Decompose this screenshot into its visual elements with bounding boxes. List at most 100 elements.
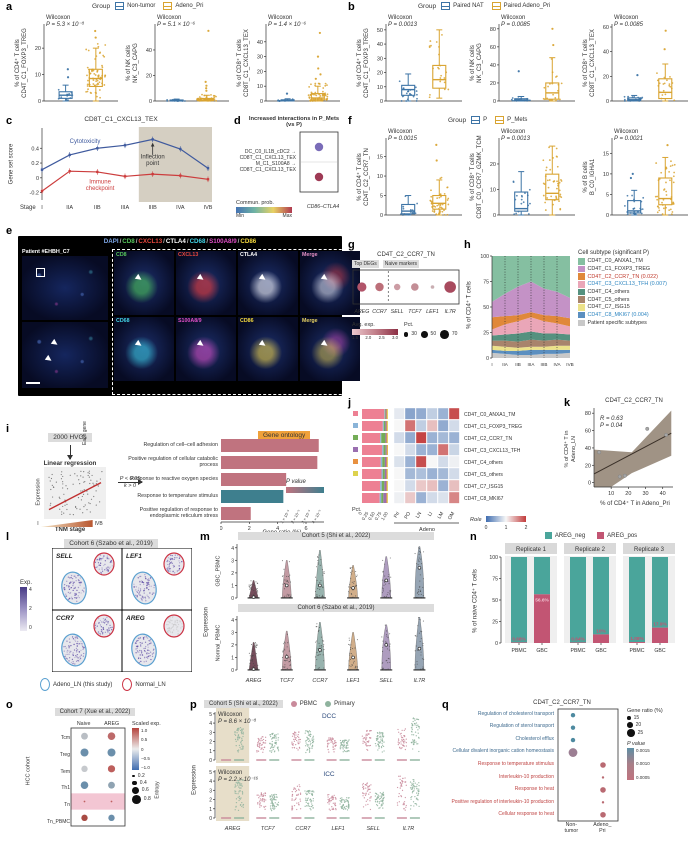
marker-CXCL13: CXCL13 xyxy=(138,238,163,245)
panel-l-umap-grid: SELL LEF1 CCR7 AREG xyxy=(52,548,192,672)
legend-text: P_Mets xyxy=(507,117,528,123)
boxplot-b3: % of CD8⁺ T cells CD8T_C1_CXCL13_TEX Wil… xyxy=(582,15,689,111)
panel-k: k CD4T_C2_CCR7_TN % of CD4⁺ T in Adeno_L… xyxy=(564,398,692,540)
panel-h-ylabel: % of CD4⁺ T cells xyxy=(466,281,473,329)
panel-q-dot-plot xyxy=(557,708,619,822)
panel-h: h % of CD4⁺ T cells 0 25 50 75 100 I IIA IIB III… xyxy=(464,240,692,398)
svg-text:5: 5 xyxy=(209,770,212,776)
down-arrow-icon xyxy=(66,445,73,460)
marker-S100A8/9: S100A8/9 xyxy=(209,238,237,245)
pvalue-ticks-item-2: 0.0005 xyxy=(636,774,650,780)
marker-CTLA4: CTLA4 xyxy=(165,238,186,245)
svg-text:GBC: GBC xyxy=(654,648,665,654)
panel-a-label: a xyxy=(6,1,13,13)
tnm-start: I xyxy=(37,520,39,527)
arrowhead-icon xyxy=(320,339,330,349)
boxplot-b1-svg: 0 10 20 30 40 50 xyxy=(377,24,462,105)
tnm-end: IVB xyxy=(94,520,103,527)
svg-text:LN: LN xyxy=(415,511,424,520)
svg-text:CCR7: CCR7 xyxy=(56,615,74,622)
svg-text:15: 15 xyxy=(603,151,609,157)
panel-m-row2-label: Normal_PBMC xyxy=(215,624,222,662)
svg-text:CD4T_C8_MKI67: CD4T_C8_MKI67 xyxy=(464,496,504,502)
panel-a: a Group Non-tumor Adeno_Pri % of CD4⁺ T c… xyxy=(6,2,344,114)
entropy-items-item-0: 0.2 xyxy=(132,773,151,779)
panel-a-group-legend: Group Non-tumor Adeno_Pri xyxy=(92,2,203,10)
commun-prob-gradient xyxy=(236,207,292,213)
boxplot-a1: % of CD4⁺ T cells CD4T_C1_FOXP3_TREG Wil… xyxy=(14,15,119,111)
svg-text:IIB: IIB xyxy=(515,362,521,367)
arrowhead-icon xyxy=(258,273,268,283)
svg-text:30: 30 xyxy=(257,55,263,61)
panel-o-row-labels-2: Tem xyxy=(60,768,70,775)
panel-g-group1: Top DEGs xyxy=(352,260,379,268)
entropy-items-item-3: 0.8 xyxy=(132,794,151,804)
micro-tile-label: CD86 xyxy=(240,318,254,324)
panel-q-legends: Gene ratio (%) 15 20 25 P value 0.0015 0.00… xyxy=(627,708,663,834)
legend-text: CD4T_C1_FOXP3_TREG xyxy=(587,265,651,272)
boxplot-f2-stats: Wilcoxon P = 0.0013 xyxy=(501,129,530,142)
svg-text:1: 1 xyxy=(505,525,508,531)
umap-tile-SELL: SELL xyxy=(52,548,122,610)
umap-tile-LEF1: LEF1 xyxy=(122,548,192,610)
svg-text:TCF7: TCF7 xyxy=(280,678,295,684)
legend-text: AREG_neg xyxy=(554,532,586,539)
panel-o-row-labels-4: Tn xyxy=(64,802,70,809)
boxplot-f3-ylabel: % of B cells B_C0_IGHA1 xyxy=(582,158,596,196)
micro-tile-label: CXCL13 xyxy=(178,252,199,258)
size-dot-icon xyxy=(132,794,141,804)
boxplot-a3: % of CD8⁺ T cells CD8T_C1_CXCL13_TEX Wil… xyxy=(236,15,341,111)
arrowhead-icon xyxy=(258,339,268,349)
svg-text:40: 40 xyxy=(660,491,666,497)
svg-text:LI: LI xyxy=(427,511,434,518)
panel-q-terms-5: Interleukin-10 production xyxy=(498,773,554,780)
svg-text:10: 10 xyxy=(377,174,383,180)
svg-text:20: 20 xyxy=(377,71,383,77)
boxplot-b1: % of CD4⁺ T cells CD4T_C1_FOXP3_TREG Wil… xyxy=(356,15,463,111)
svg-text:0: 0 xyxy=(209,758,212,764)
svg-text:PBMC: PBMC xyxy=(630,648,645,654)
micro-tile-CD68: CD68 xyxy=(114,317,174,381)
boxplot-f1-stats: Wilcoxon P = 0.0015 xyxy=(388,129,417,142)
each-gene-label: Each gene xyxy=(82,421,88,445)
size-dot-icon xyxy=(627,716,631,720)
expression-ylabel: Expression xyxy=(35,478,42,506)
panel-j: j CD4T_C0_ANXA1_TM CD4T_C1_FOXP3_TREG CD4T… xyxy=(348,398,562,540)
svg-text:4: 4 xyxy=(231,618,234,624)
go-terms-4: Positive regulation of response to endop… xyxy=(139,506,218,519)
avg-exp-label: Avg. exp. xyxy=(352,322,375,328)
panel-h-legend-items-item-6: CD4T_C7_ISG15 xyxy=(578,304,690,311)
swatch-icon xyxy=(163,2,173,10)
umap-tile-AREG: AREG xyxy=(122,610,192,672)
panel-c-label: c xyxy=(6,115,13,127)
legend-text: AREG_pos xyxy=(607,532,638,539)
svg-text:0: 0 xyxy=(380,213,383,219)
svg-text:0.75: 0.75 xyxy=(374,511,383,522)
svg-text:30: 30 xyxy=(377,56,383,62)
svg-text:2: 2 xyxy=(209,798,212,804)
legend-text: CD4T_C7_ISG15 xyxy=(587,304,630,311)
svg-text:20: 20 xyxy=(257,69,263,75)
micro-tile-CD86: CD86 xyxy=(238,317,298,381)
pct-items-item-0: 30 xyxy=(404,331,417,337)
svg-text:10: 10 xyxy=(490,187,496,193)
swatch-icon xyxy=(122,678,133,691)
svg-text:5: 5 xyxy=(606,192,609,198)
panel-l-legend-item-0: Adeno_LN (this study) xyxy=(40,678,112,691)
commun-prob-min: Min xyxy=(236,213,245,219)
svg-text:DCC: DCC xyxy=(322,713,336,720)
svg-text:10: 10 xyxy=(608,491,614,497)
micro-tile-Merge: Merge xyxy=(300,317,360,381)
boxplot-f2: % of CD8⁺ T cells CD8T_C0_CCR7_GZMK_TCM … xyxy=(469,129,576,225)
boxplot-f1-ylabel: % of CD4⁺ T cells CD4T_C2_CCR7_TN xyxy=(356,148,370,206)
svg-text:Pri: Pri xyxy=(393,511,401,519)
legend-text: Normal_LN xyxy=(135,681,166,688)
panel-p-legend-item-1: Primary xyxy=(325,701,355,707)
legend-text: CD4T_C5_others xyxy=(587,296,630,303)
panel-g: g CD4T_C2_CCR7_TN Top DEGs Naive markers… xyxy=(348,240,462,398)
panel-l-legend: Adeno_LN (this study) Normal_LN xyxy=(40,678,166,691)
panel-f-group-legend: Group P P_Mets xyxy=(448,116,527,124)
svg-text:25: 25 xyxy=(483,331,489,337)
panel-m: m Expression Cohort 5 (Shi et al., 2022)… xyxy=(200,532,444,704)
